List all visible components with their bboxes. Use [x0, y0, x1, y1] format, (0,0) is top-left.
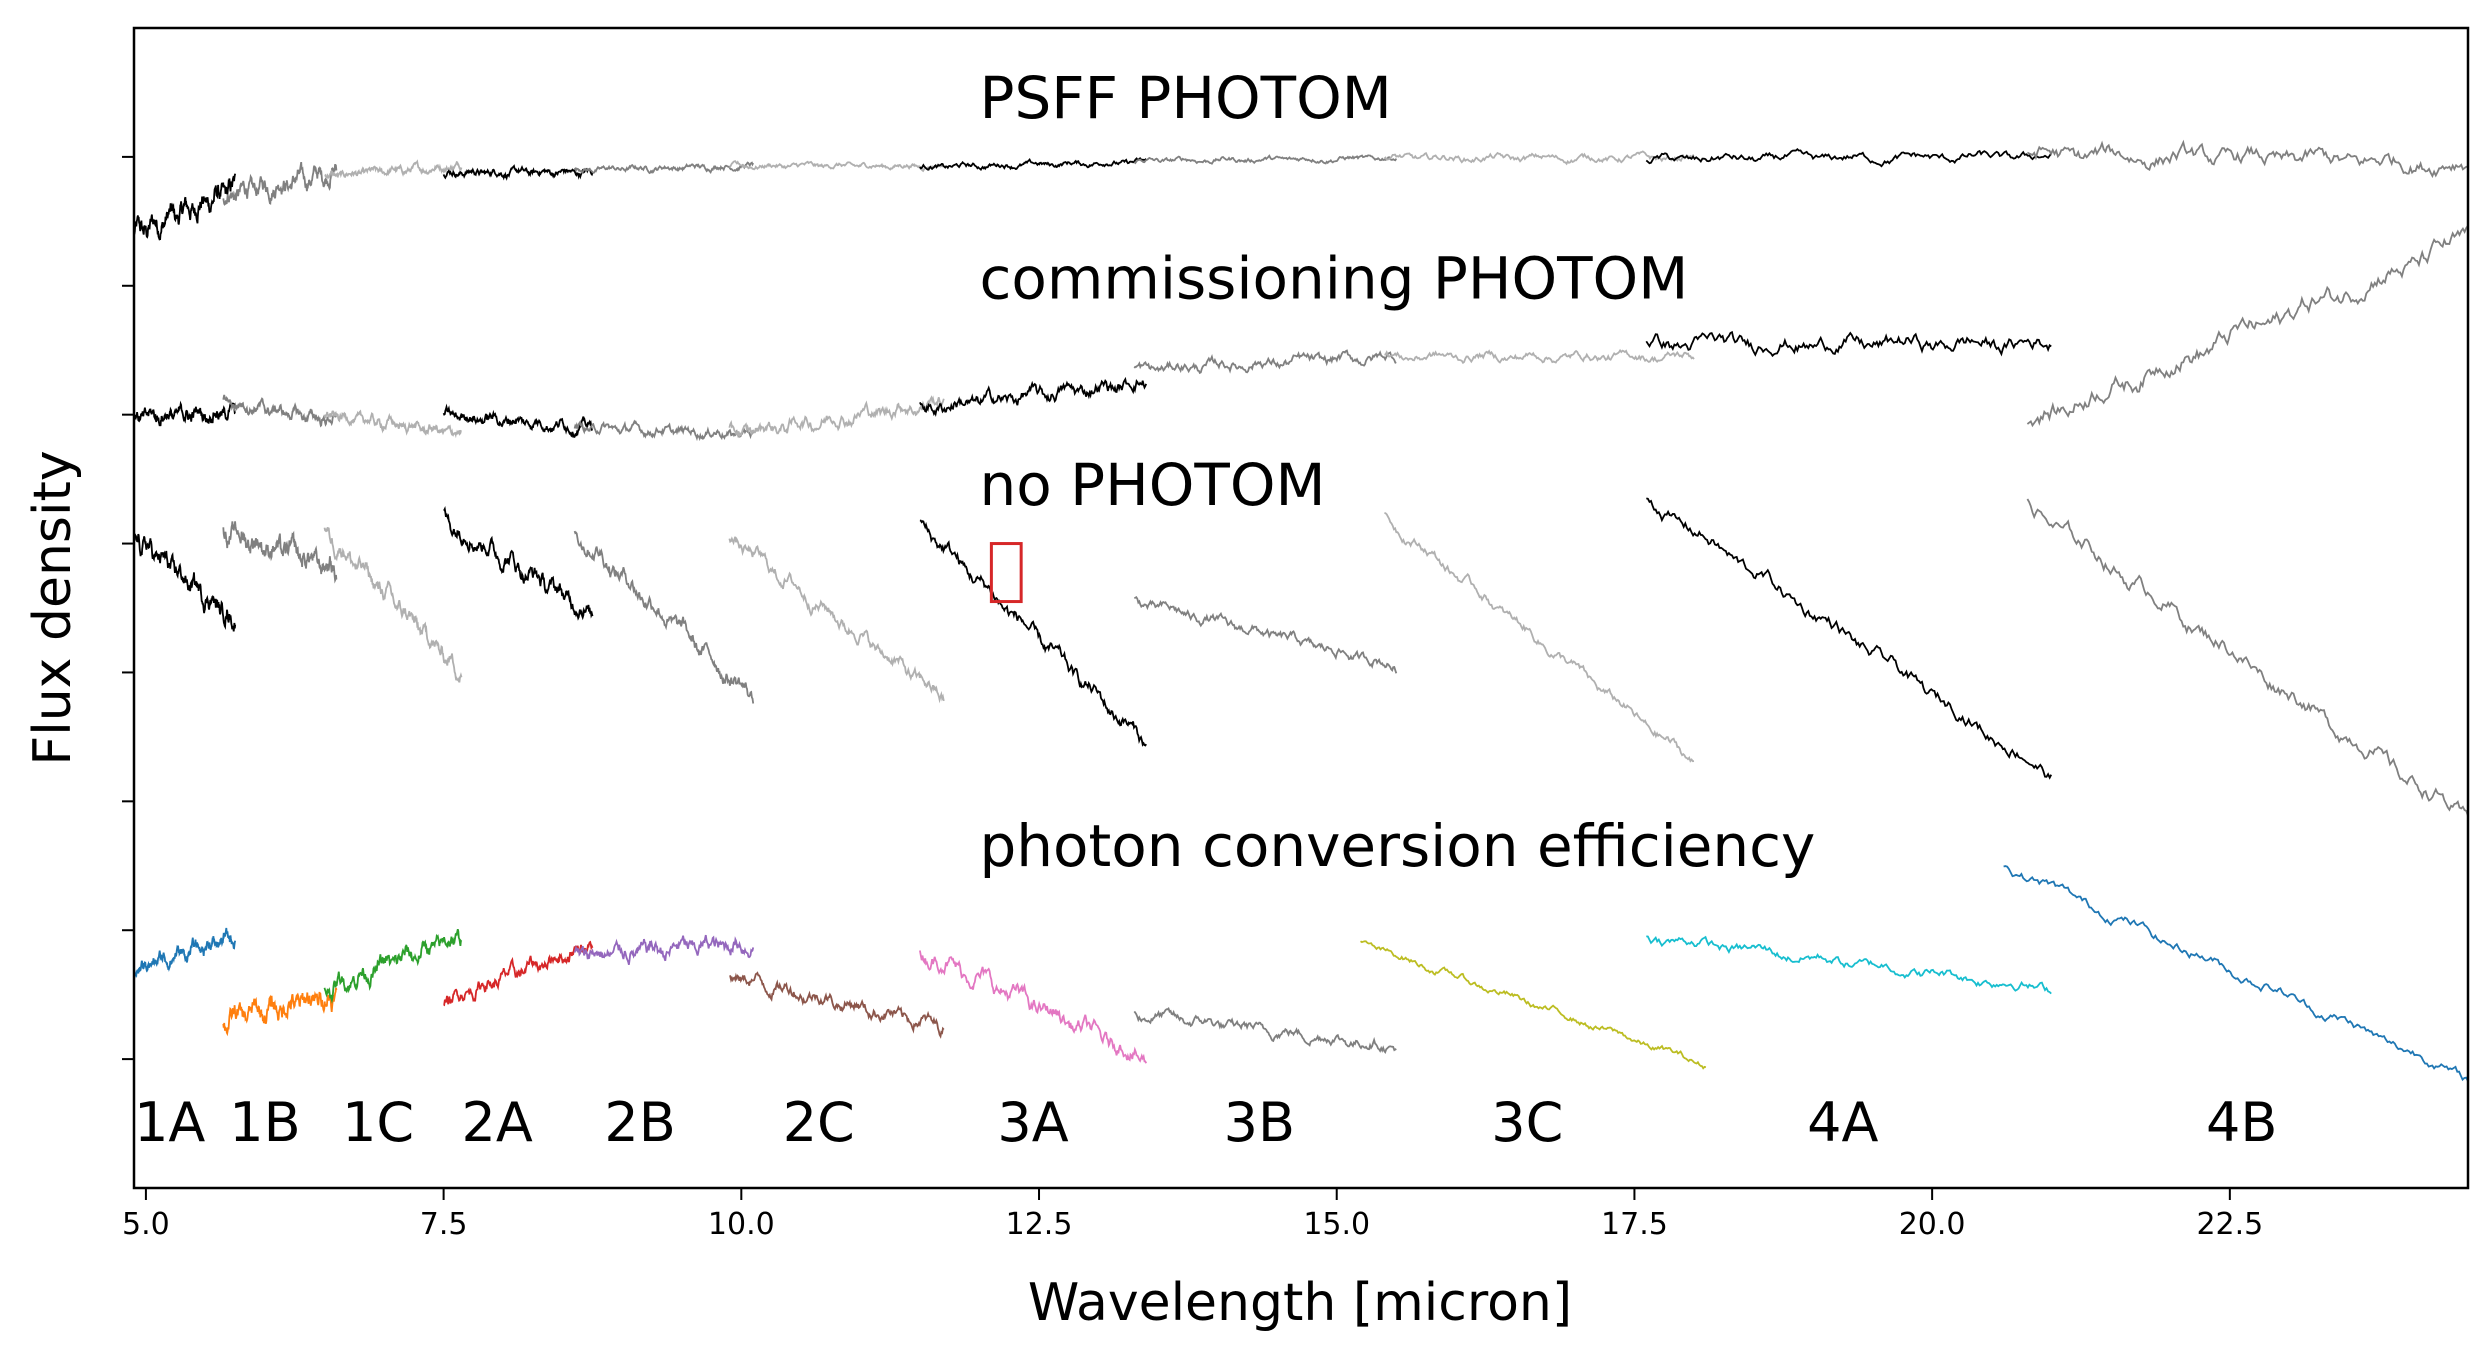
spectrum-2a	[442, 164, 594, 181]
spectrum-1c	[323, 526, 463, 683]
x-tick-label: 5.0	[122, 1207, 170, 1242]
spectrum-4a	[1645, 330, 2052, 358]
x-tick-label: 15.0	[1303, 1207, 1370, 1242]
spectrum-1a	[133, 533, 237, 632]
channel-label-1a: 1A	[134, 1091, 205, 1154]
x-tick-label: 20.0	[1899, 1207, 1966, 1242]
series-layer	[133, 139, 2469, 1082]
spectrum-4b	[2026, 498, 2469, 817]
spectrum-2b	[573, 934, 755, 966]
plot-frame	[132, 26, 2470, 1190]
series-psff-photom	[133, 139, 2469, 241]
x-axis-ticks: 5.0 7.5 10.0 12.5 15.0 17.5 20.0 22.5	[122, 1188, 2263, 1242]
series-photon-conversion-efficiency	[133, 865, 2469, 1082]
y-axis-ticks	[122, 155, 134, 1061]
channel-labels: 1A 1B 1C 2A 2B 2C 3A 3B 3C 4A 4B	[134, 1091, 2277, 1154]
spectrum-2c	[728, 395, 945, 439]
channel-label-3b: 3B	[1224, 1091, 1295, 1154]
spectrum-3b	[1134, 595, 1398, 674]
annotation-no-photom: no PHOTOM	[979, 451, 1325, 519]
spectrum-2c	[728, 160, 945, 173]
channel-label-2c: 2C	[783, 1091, 855, 1154]
series-no-photom	[133, 497, 2469, 817]
spectrum-1a	[133, 400, 236, 427]
spectrum-3a	[919, 376, 1148, 418]
spectrum-1b	[222, 161, 338, 206]
spectrum-2a	[443, 940, 594, 1007]
annotation-photon-conversion-efficiency: photon conversion efficiency	[979, 812, 1815, 880]
spectrum-1b	[222, 521, 338, 584]
spectrum-3c	[1384, 348, 1695, 365]
channel-label-1b: 1B	[229, 1091, 300, 1154]
x-tick-label: 17.5	[1601, 1207, 1668, 1242]
spectrum-1c	[323, 409, 462, 439]
spectrum-4b	[2003, 865, 2469, 1082]
annotation-psff-photom: PSFF PHOTOM	[979, 64, 1391, 132]
spectrum-3c	[1360, 940, 1707, 1070]
channel-label-2a: 2A	[462, 1091, 533, 1154]
spectrum-3b	[1133, 349, 1397, 375]
spectrum-4a	[1646, 497, 2053, 780]
channel-label-4a: 4A	[1807, 1091, 1878, 1154]
spectrum-4b	[2026, 139, 2469, 179]
highlight-box	[989, 542, 1023, 604]
x-tick-label: 12.5	[1006, 1207, 1073, 1242]
spectrum-2c	[729, 971, 945, 1039]
x-tick-label: 7.5	[420, 1207, 468, 1242]
spectrum-2b	[573, 419, 755, 442]
spectrum-4a	[1645, 147, 2052, 168]
spectrum-1a	[133, 173, 237, 241]
x-tick-label: 22.5	[2196, 1207, 2263, 1242]
channel-label-2b: 2B	[604, 1091, 675, 1154]
spectrum-4b	[2026, 225, 2469, 428]
spectrum-3a	[919, 950, 1148, 1064]
channel-label-3a: 3A	[997, 1091, 1068, 1154]
annotation-commissioning-photom: commissioning PHOTOM	[979, 245, 1688, 313]
channel-label-3c: 3C	[1491, 1091, 1563, 1154]
spectrum-3c	[1383, 150, 1695, 166]
spectrum-2a	[442, 403, 593, 439]
x-tick-label: 10.0	[708, 1207, 775, 1242]
spectrum-3b	[1133, 154, 1398, 165]
spectrum-3b	[1133, 1007, 1397, 1055]
spectrum-2a	[443, 506, 594, 621]
spectrum-3a	[919, 157, 1147, 171]
spectrum-1c	[324, 159, 463, 179]
spectrum-1b	[222, 987, 338, 1037]
spectrum-2b	[573, 530, 755, 704]
spectrum-3a	[919, 519, 1147, 747]
channel-label-1c: 1C	[342, 1091, 414, 1154]
spectrum-2b	[573, 161, 754, 175]
series-commissioning-photom	[133, 225, 2469, 442]
spectrum-1a	[133, 927, 237, 981]
spectrum-2c	[728, 536, 945, 704]
spectrum-1c	[323, 928, 463, 1004]
channel-label-4b: 4B	[2206, 1091, 2277, 1154]
spectrum-4a	[1646, 935, 2052, 995]
x-axis-label: Wavelength [micron]	[1028, 1273, 1572, 1333]
y-axis-label: Flux density	[23, 450, 83, 765]
spectrum-1b	[222, 394, 337, 428]
spectrum-3c	[1384, 512, 1695, 763]
